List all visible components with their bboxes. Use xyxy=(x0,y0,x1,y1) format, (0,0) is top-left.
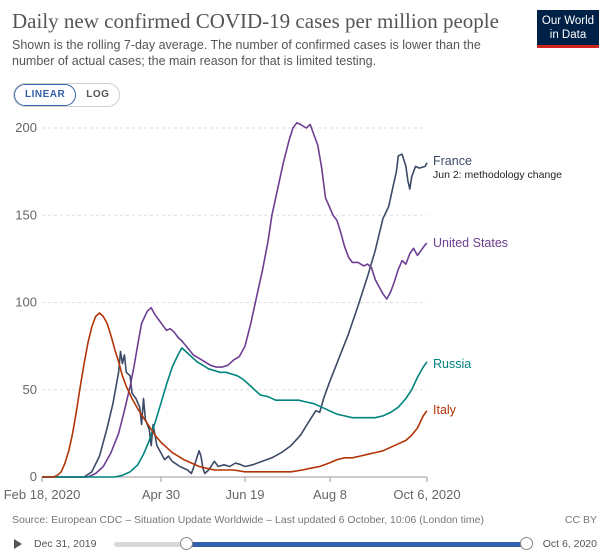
timeline-selected-range xyxy=(186,542,526,547)
chart-grid xyxy=(42,127,427,478)
linear-scale-button[interactable]: LINEAR xyxy=(14,84,77,106)
logo-line-2: in Data xyxy=(549,29,587,41)
chart-subtitle: Shown is the rolling 7-day average. The … xyxy=(12,38,481,68)
series-lines xyxy=(42,122,428,478)
logo-line-1: Our World xyxy=(541,15,595,27)
y-tick-label: 200 xyxy=(15,120,37,135)
scale-toggle: LINEAR LOG xyxy=(13,83,121,107)
chart-title: Daily new confirmed COVID-19 cases per m… xyxy=(12,9,499,33)
license-link[interactable]: CC BY xyxy=(564,514,597,526)
source-note[interactable]: Source: European CDC – Situation Update … xyxy=(12,514,485,526)
play-icon[interactable] xyxy=(14,539,22,549)
x-tick-label: Feb 18, 2020 xyxy=(4,487,81,502)
x-tick-label: Jun 19 xyxy=(225,487,264,502)
series-line-italy xyxy=(42,312,428,478)
line-chart: 0 50 100 150 200 Feb 18, 2020 Apr 30 Jun 19 Aug… xyxy=(4,120,562,502)
timeline-track[interactable] xyxy=(114,537,533,550)
y-tick-label: 150 xyxy=(15,207,37,222)
log-scale-button[interactable]: LOG xyxy=(86,89,110,100)
timeline: Dec 31, 2019 Oct 6, 2020 xyxy=(12,534,597,554)
y-tick-label: 100 xyxy=(15,295,37,310)
timeline-end-label: Oct 6, 2020 xyxy=(542,538,597,550)
x-tick-label: Aug 8 xyxy=(313,487,347,502)
x-tick-label: Oct 6, 2020 xyxy=(393,487,460,502)
series-line-france xyxy=(42,153,428,478)
series-label: Russia xyxy=(433,357,471,371)
series-label: United States xyxy=(433,236,508,250)
y-axis: 0 50 100 150 200 xyxy=(15,120,37,484)
y-tick-label: 50 xyxy=(23,382,37,397)
timeline-start-label: Dec 31, 2019 xyxy=(34,538,97,550)
owid-logo[interactable]: Our World in Data xyxy=(537,10,599,48)
timeline-start-handle[interactable] xyxy=(180,537,194,550)
logo-accent-bar xyxy=(537,45,599,48)
y-tick-label: 0 xyxy=(30,469,37,484)
series-annotation: Jun 2: methodology change xyxy=(433,169,562,181)
x-tick-label: Apr 30 xyxy=(142,487,180,502)
timeline-end-handle[interactable] xyxy=(520,537,533,550)
series-label: Italy xyxy=(433,403,457,417)
series-line-united-states xyxy=(42,122,428,478)
chart-footer: Source: European CDC – Situation Update … xyxy=(12,514,597,526)
x-axis: Feb 18, 2020 Apr 30 Jun 19 Aug 8 Oct 6, 2020 xyxy=(4,477,461,502)
series-label: France xyxy=(433,154,472,168)
series-line-russia xyxy=(42,347,428,478)
